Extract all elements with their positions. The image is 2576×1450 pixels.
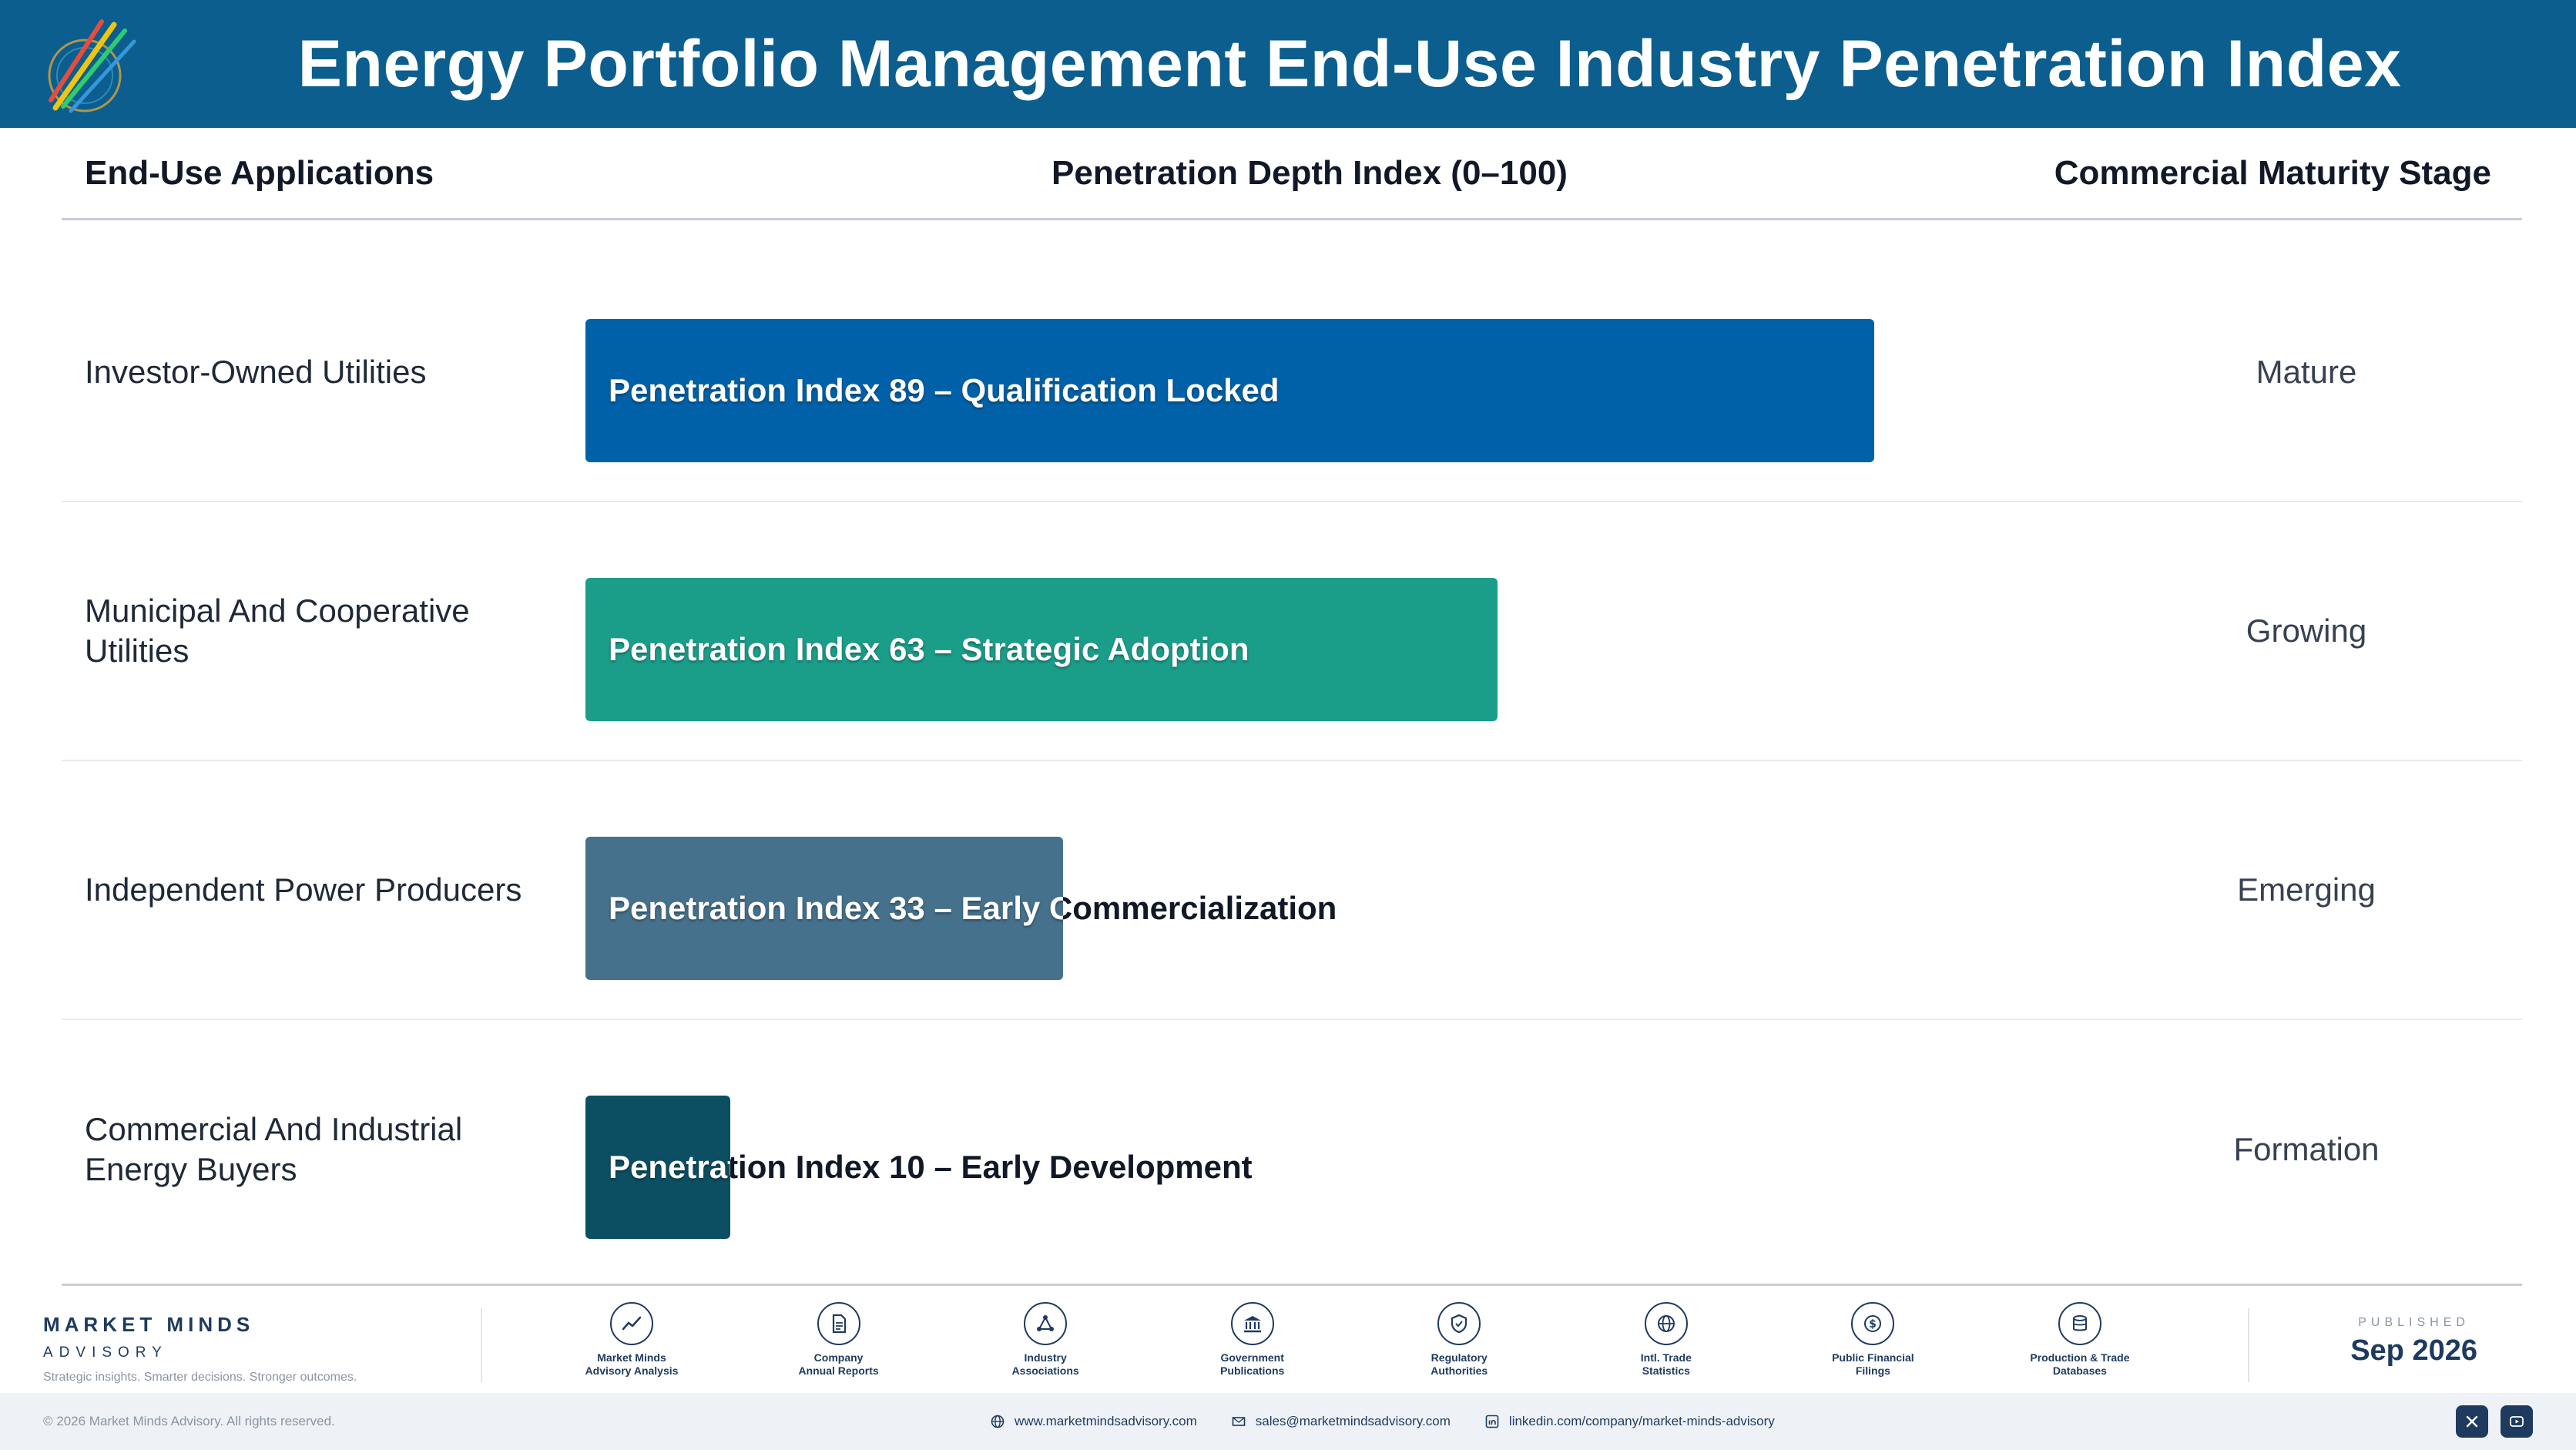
brand-subtitle: ADVISORY: [43, 1344, 168, 1361]
svg-text:$: $: [1870, 1318, 1877, 1331]
source-label: Production & Trade Databases: [2030, 1351, 2130, 1377]
stage-label: Emerging: [2237, 871, 2376, 908]
bar-label: Penetration Index 89 – Qualification Loc…: [609, 319, 1280, 462]
bar-track: Penetration Index 89 – Qualification Loc…: [585, 243, 2034, 501]
database-icon: [2058, 1302, 2101, 1345]
mail-icon: [1232, 1417, 1246, 1426]
header-divider: [62, 218, 2522, 220]
dollar-coin-icon: $: [1851, 1302, 1895, 1345]
bar-track: Penetration Index 10 – Early Development…: [585, 1020, 2034, 1279]
table-bottom-divider: [62, 1284, 2522, 1286]
stage-label: Growing: [2246, 613, 2367, 649]
source-label: Regulatory Authorities: [1431, 1351, 1488, 1377]
category-label: Municipal And Cooperative Utilities: [85, 592, 470, 669]
brand-tagline: Strategic insights. Smarter decisions. S…: [43, 1371, 357, 1384]
bar-label-text: Penetration Index 33 – Early Commerciali…: [609, 890, 1337, 926]
table-row: Investor-Owned Utilities Penetration Ind…: [62, 243, 2522, 502]
linkedin-link[interactable]: linkedin.com/company/market-minds-adviso…: [1484, 1414, 1775, 1429]
published-date: Sep 2026: [2350, 1334, 2477, 1367]
footer-brand: MARKET MINDS ADVISORY Strategic insights…: [43, 1313, 357, 1385]
published-label: PUBLISHED: [2358, 1316, 2470, 1329]
bar-label-text: Penetration Index 89 – Qualification Loc…: [609, 372, 1280, 408]
bar: [585, 1096, 730, 1239]
linkedin-text: linkedin.com/company/market-minds-adviso…: [1508, 1414, 1775, 1428]
shield-check-icon: [1437, 1302, 1481, 1345]
source-label: Intl. Trade Statistics: [1640, 1351, 1692, 1377]
bar-label-text: Penetration Index 10 – Early Development: [609, 1149, 1253, 1185]
bar: [585, 319, 1875, 462]
sources-list: Market Minds Advisory Analysis Company Ann…: [555, 1302, 2157, 1387]
network-icon: [1024, 1302, 1068, 1345]
copyright: © 2026 Market Minds Advisory. All rights…: [43, 1414, 335, 1428]
source-item: Regulatory Authorities: [1382, 1302, 1536, 1387]
footer-strip: © 2026 Market Minds Advisory. All rights…: [0, 1393, 2576, 1450]
footer-divider: [481, 1308, 482, 1382]
category-label: Commercial And Industrial Energy Buyers: [85, 1111, 463, 1187]
bar: [585, 837, 1064, 980]
table-row: Independent Power Producers Penetration …: [62, 761, 2522, 1020]
government-building-icon: [1230, 1302, 1274, 1345]
footer: MARKET MINDS ADVISORY Strategic insights…: [0, 1294, 2576, 1450]
bar-label-overlay: Penetration Index 10 – Early Development: [609, 1149, 730, 1185]
header-band: Energy Portfolio Management End-Use Indu…: [0, 0, 2576, 128]
table-row: Municipal And Cooperative Utilities Pene…: [62, 502, 2522, 761]
bar-label-overlay: Penetration Index 63 – Strategic Adoptio…: [609, 631, 1249, 667]
source-item: Intl. Trade Statistics: [1589, 1302, 1743, 1387]
bar-label-overlay: Penetration Index 33 – Early Commerciali…: [609, 890, 1064, 926]
social-buttons: [2456, 1405, 2533, 1438]
email-text: sales@marketmindsadvisory.com: [1255, 1414, 1451, 1428]
source-item: $ Public Financial Filings: [1796, 1302, 1950, 1387]
bar-track: Penetration Index 33 – Early Commerciali…: [585, 761, 2034, 1019]
globe-icon: [1644, 1302, 1688, 1345]
logo-icon: [48, 19, 136, 113]
bar-label-text: Penetration Index 63 – Strategic Adoptio…: [609, 631, 1249, 667]
bar-label-overlay: Penetration Index 89 – Qualification Loc…: [609, 372, 1280, 408]
source-item: Government Publications: [1176, 1302, 1330, 1387]
column-header-index: Penetration Depth Index (0–100): [1052, 154, 1568, 192]
bar: [585, 578, 1498, 721]
document-icon: [817, 1302, 860, 1345]
stage-label: Mature: [2256, 354, 2357, 390]
source-label: Company Annual Reports: [798, 1351, 879, 1377]
website-link[interactable]: www.marketmindsadvisory.com: [990, 1414, 1197, 1429]
globe-icon: [991, 1415, 1005, 1428]
source-label: Market Minds Advisory Analysis: [585, 1351, 679, 1377]
chart-line-icon: [610, 1302, 653, 1345]
bar-label: Penetration Index 33 – Early Commerciali…: [609, 837, 1337, 980]
email-link[interactable]: sales@marketmindsadvisory.com: [1231, 1414, 1451, 1429]
bar-label: Penetration Index 63 – Strategic Adoptio…: [609, 578, 1249, 721]
contact-links: www.marketmindsadvisory.com sales@market…: [990, 1393, 1775, 1450]
column-header-stage: Commercial Maturity Stage: [2054, 154, 2491, 192]
youtube-icon: [2510, 1416, 2524, 1427]
category-label: Investor-Owned Utilities: [85, 354, 427, 390]
source-label: Public Financial Filings: [1832, 1351, 1914, 1377]
table-row: Commercial And Industrial Energy Buyers …: [62, 1020, 2522, 1279]
brand-name: MARKET MINDS: [43, 1313, 255, 1336]
source-item: Industry Associations: [968, 1302, 1122, 1387]
source-label: Government Publications: [1220, 1351, 1285, 1377]
x-icon: [2466, 1415, 2478, 1428]
linkedin-icon: [1485, 1415, 1499, 1428]
column-header-applications: End-Use Applications: [85, 154, 434, 192]
website-text: www.marketmindsadvisory.com: [1015, 1414, 1197, 1428]
bar-label: Penetration Index 10 – Early Development…: [609, 1096, 1253, 1239]
stage-label: Formation: [2233, 1131, 2380, 1167]
youtube-social-button[interactable]: [2501, 1405, 2533, 1438]
category-label: Independent Power Producers: [85, 871, 522, 908]
footer-divider: [2248, 1308, 2249, 1382]
source-item: Production & Trade Databases: [2003, 1302, 2157, 1387]
bar-track: Penetration Index 63 – Strategic Adoptio…: [585, 502, 2034, 760]
page-title: Energy Portfolio Management End-Use Indu…: [297, 26, 2402, 101]
source-item: Market Minds Advisory Analysis: [555, 1302, 709, 1387]
source-label: Industry Associations: [1011, 1351, 1079, 1377]
source-item: Company Annual Reports: [762, 1302, 916, 1387]
published-block: PUBLISHED Sep 2026: [2350, 1316, 2477, 1368]
x-social-button[interactable]: [2456, 1405, 2488, 1438]
